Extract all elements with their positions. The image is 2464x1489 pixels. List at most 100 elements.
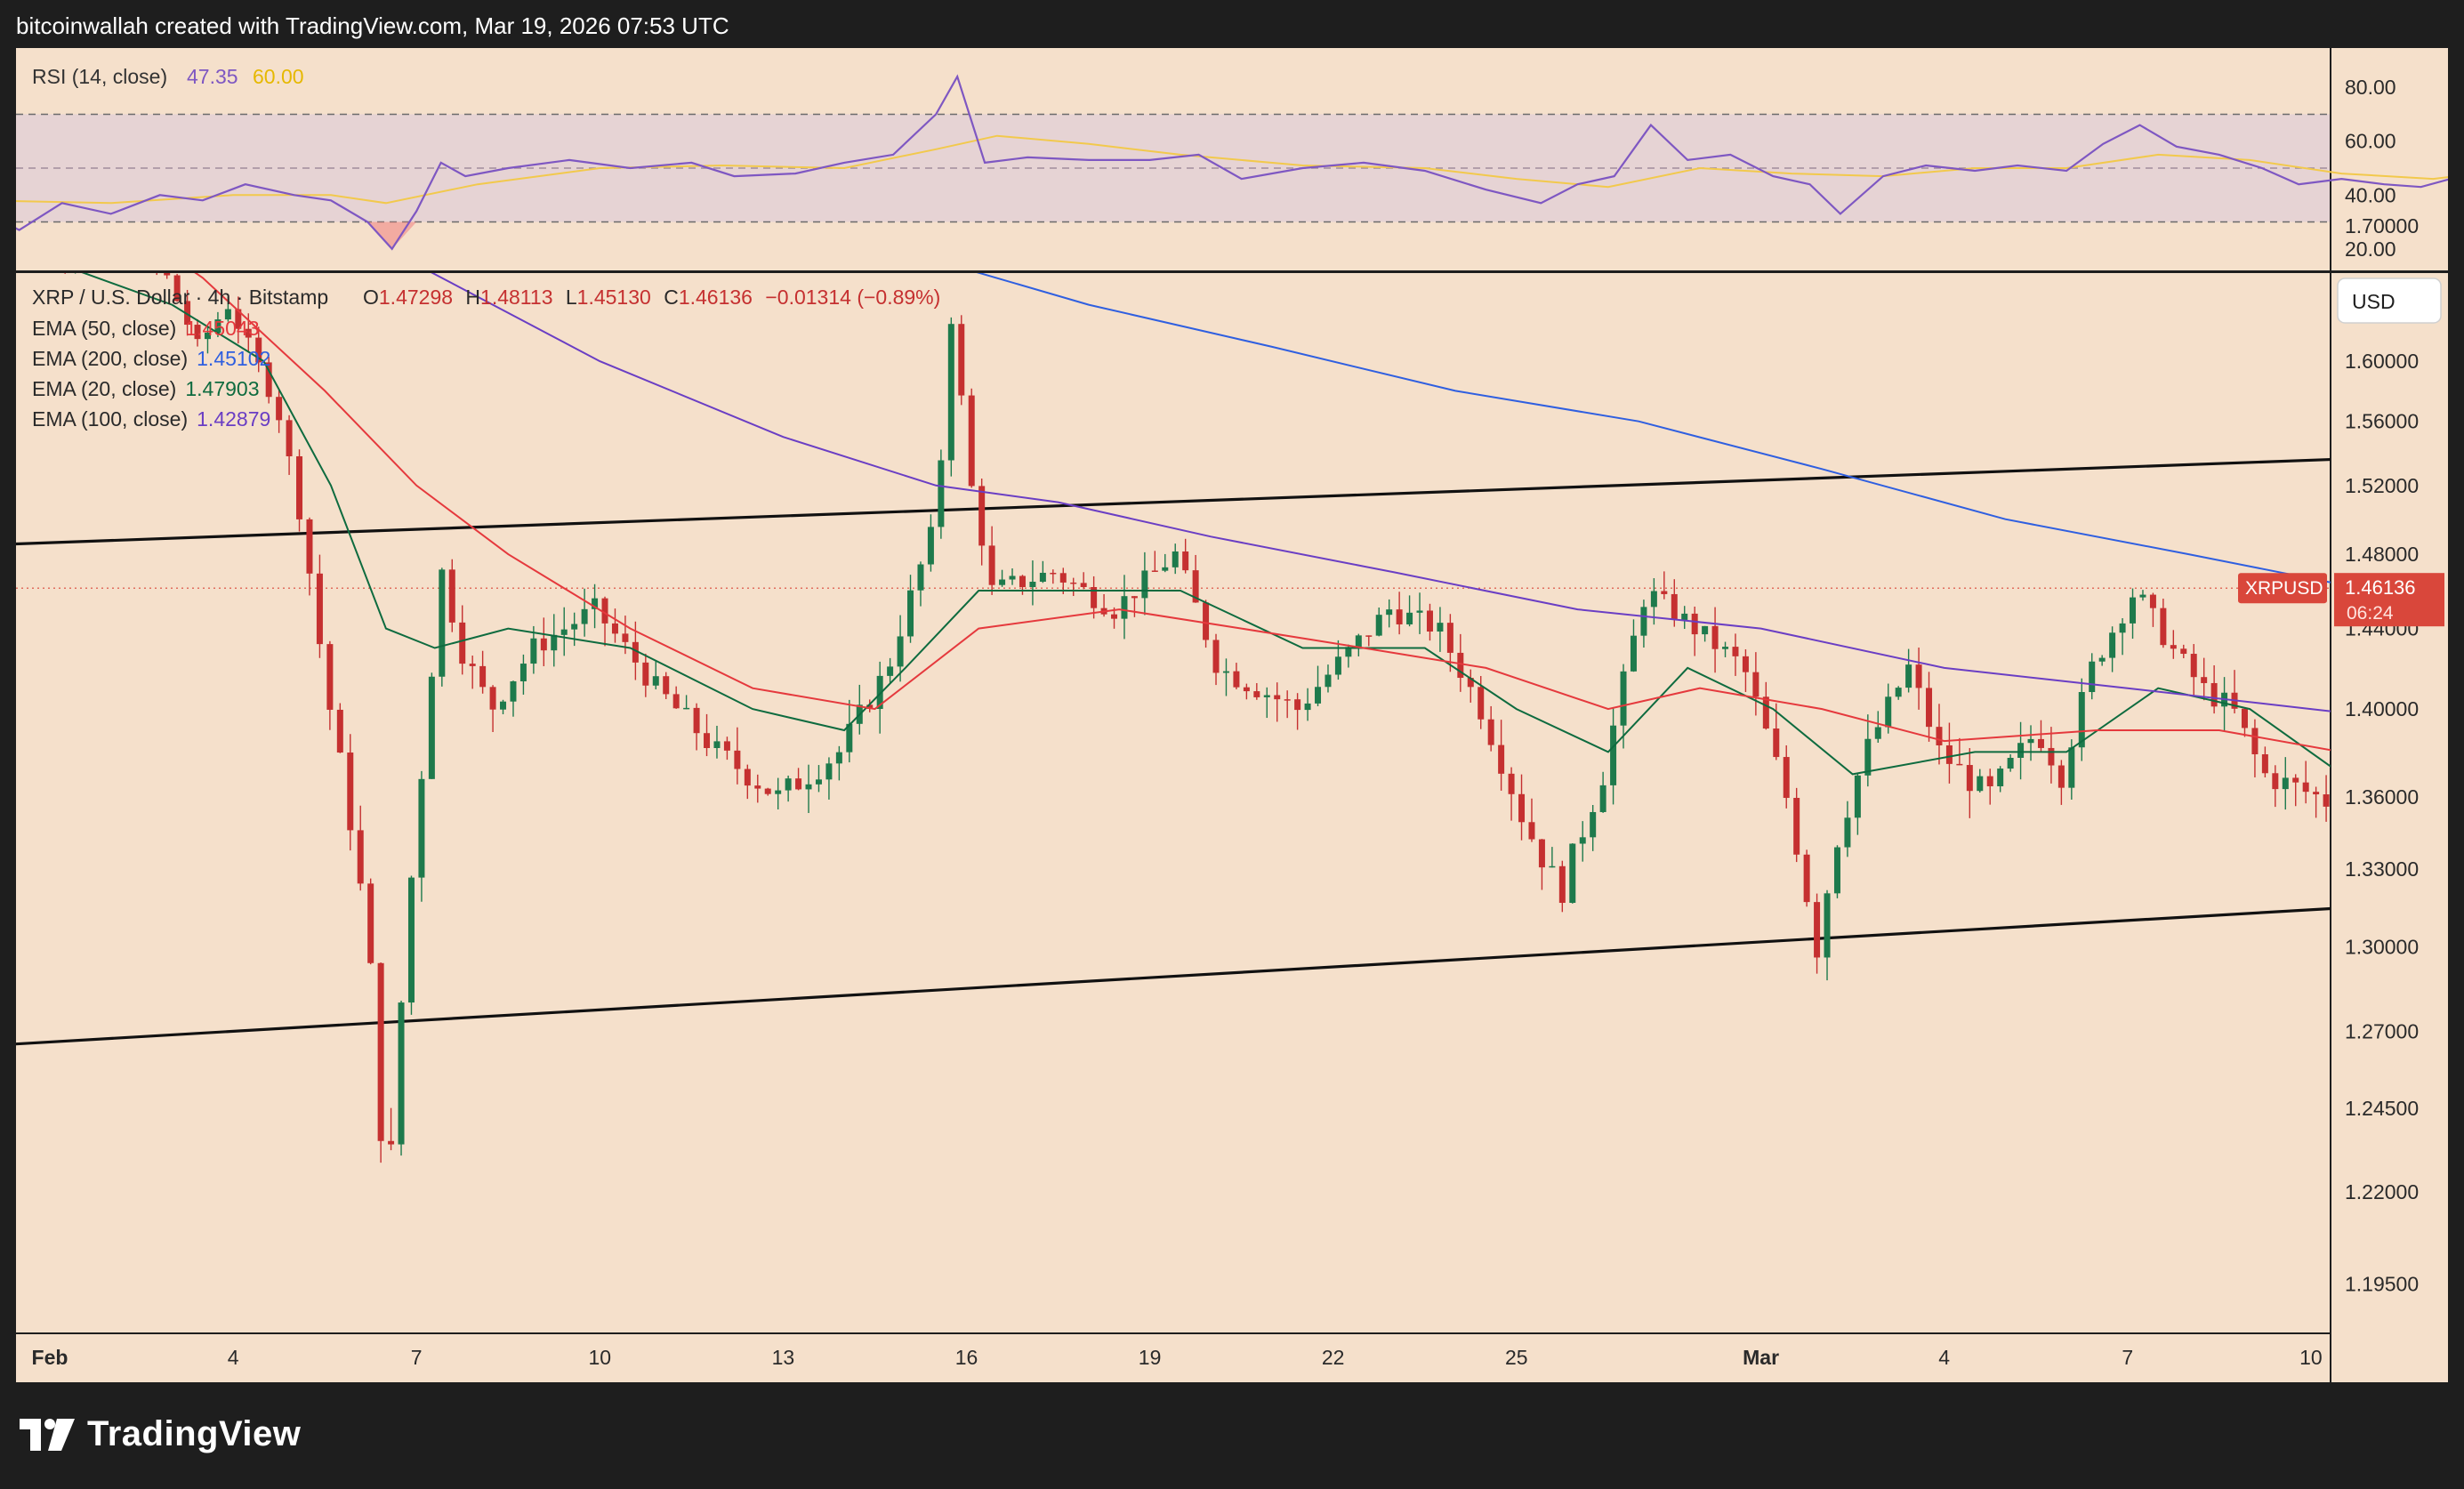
candle-down xyxy=(1915,664,1922,688)
candle-down xyxy=(978,486,986,546)
candle-up xyxy=(876,675,883,710)
price-axis-tick-label: 1.19500 xyxy=(2345,1272,2419,1295)
candle-up xyxy=(927,527,934,565)
candle-up xyxy=(1334,656,1341,675)
candle-up xyxy=(1590,811,1597,838)
candle-up xyxy=(214,319,221,333)
price-axis-tick-label: 1.30000 xyxy=(2345,935,2419,958)
ema-200-line xyxy=(976,273,2331,584)
time-axis: Feb47101316192225Mar4710131619222528 xyxy=(32,1346,2323,1369)
candle-up xyxy=(2130,597,2137,624)
candle-up xyxy=(1722,647,1729,649)
candle-down xyxy=(2272,773,2279,790)
chart-attribution: bitcoinwallah created with TradingView.c… xyxy=(16,12,729,39)
candle-down xyxy=(1478,687,1485,720)
candle-up xyxy=(815,779,822,785)
candle-down xyxy=(1793,798,1800,855)
candle-down xyxy=(723,741,730,751)
candle-up xyxy=(1386,609,1393,616)
candle-down xyxy=(459,622,466,664)
candle-up xyxy=(398,1002,405,1145)
time-axis-tick-label: 4 xyxy=(228,1346,239,1369)
candle-down xyxy=(1926,688,1933,728)
candle-up xyxy=(1885,696,1892,728)
candle-down xyxy=(2170,645,2177,649)
candle-up xyxy=(1263,695,1270,697)
tradingview-wordmark: TradingView xyxy=(87,1414,302,1453)
chart-area[interactable]: 80.00 60.00 40.00 20.00 RSI (14, close) 47.… xyxy=(0,48,2464,1382)
current-price-value: 1.46136 xyxy=(2345,576,2416,599)
candle-up xyxy=(407,877,415,1003)
candle-up xyxy=(571,624,578,630)
candle-down xyxy=(1783,757,1790,799)
candle-down xyxy=(1487,719,1494,745)
rsi-label: RSI (14, close) xyxy=(32,65,167,88)
candle-up xyxy=(1549,865,1556,868)
candle-down xyxy=(2261,754,2268,774)
candle-down xyxy=(1752,672,1759,697)
candle-down xyxy=(336,709,343,753)
current-price-label: XRPUSD 1.46136 06:24 xyxy=(2238,573,2444,627)
candle-down xyxy=(1284,699,1291,701)
candle-down xyxy=(1936,727,1943,745)
candle-down xyxy=(2201,677,2208,683)
candle-up xyxy=(825,763,833,780)
candle-up xyxy=(1599,785,1606,812)
candle-up xyxy=(1141,570,1148,599)
candle-down xyxy=(1080,583,1087,588)
candle-down xyxy=(388,1140,395,1145)
candle-down xyxy=(988,545,995,585)
candle-down xyxy=(296,455,303,519)
candle-down xyxy=(265,362,272,398)
price-pane-background xyxy=(16,273,2331,1332)
rsi-axis-tick-label: 20.00 xyxy=(2345,237,2396,261)
candle-up xyxy=(897,636,904,667)
currency-button-label: USD xyxy=(2352,290,2396,313)
time-axis-tick-label: 7 xyxy=(411,1346,423,1369)
candle-down xyxy=(754,785,761,789)
candle-down xyxy=(2292,777,2299,783)
candle-down xyxy=(1182,551,1189,571)
candle-up xyxy=(2282,777,2289,790)
time-axis-tick-label: 10 xyxy=(2299,1346,2323,1369)
candle-up xyxy=(683,707,690,710)
candle-down xyxy=(235,309,242,329)
price-axis-tick-label: 1.33000 xyxy=(2345,857,2419,881)
candle-up xyxy=(1854,775,1861,818)
price-axis-tick-label: 1.52000 xyxy=(2345,474,2419,497)
currency-button[interactable]: USD xyxy=(2337,278,2442,324)
candle-up xyxy=(560,629,568,635)
rsi-line xyxy=(0,74,2464,251)
candle-down xyxy=(672,694,680,709)
time-axis-tick-label: 19 xyxy=(1139,1346,1162,1369)
time-axis-tick-label: Feb xyxy=(32,1346,68,1369)
candle-down xyxy=(1956,763,1963,766)
candle-up xyxy=(2098,657,2106,662)
time-axis-background xyxy=(16,1332,2331,1382)
candle-down xyxy=(1212,640,1220,673)
price-axis-tick-label: 1.60000 xyxy=(2345,350,2419,373)
candle-up xyxy=(835,752,842,764)
candle-down xyxy=(601,598,608,624)
candle-down xyxy=(1742,656,1749,672)
candle-up xyxy=(1844,817,1851,848)
candle-down xyxy=(1151,570,1158,572)
candle-up xyxy=(1905,664,1912,688)
symbol-legend: XRP / U.S. Dollar · 4h · Bitstamp O1.472… xyxy=(32,286,940,431)
time-axis-tick-label: 10 xyxy=(589,1346,612,1369)
ema-20-line xyxy=(81,273,2331,776)
ohlc-readout: O1.47298 H1.48113 L1.45130 C1.46136 −0.0… xyxy=(363,286,940,309)
candle-up xyxy=(418,778,425,878)
ema-100-line xyxy=(431,273,2331,712)
candle-up xyxy=(1874,727,1881,739)
ema-50-legend: EMA (50, close) 1.45043 xyxy=(32,317,259,340)
candle-up xyxy=(1172,551,1179,567)
candle-up xyxy=(1895,688,1902,697)
candle-up xyxy=(439,569,446,677)
price-plot xyxy=(16,273,2331,1163)
candle-down xyxy=(347,753,354,831)
candle-up xyxy=(938,460,945,527)
candle-down xyxy=(1498,744,1505,774)
candle-down xyxy=(1059,573,1067,583)
